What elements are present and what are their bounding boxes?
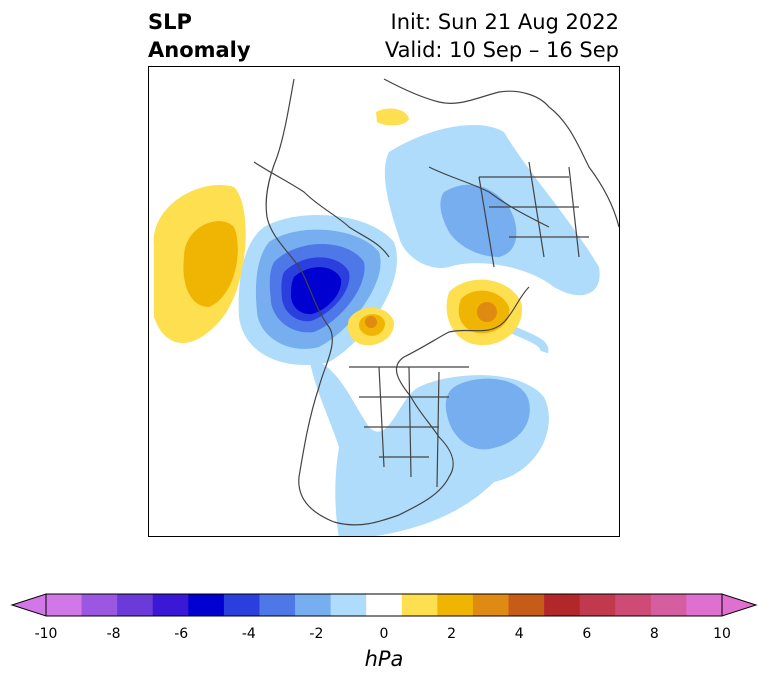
north-atlantic-low-anomaly xyxy=(384,124,600,354)
colorbar-tick-label: 0 xyxy=(379,626,389,642)
colorbar-cell xyxy=(472,594,510,616)
colorbar-tick-label: -10 xyxy=(34,626,58,642)
greenland-high-anomaly xyxy=(347,307,395,346)
map-title: SLP Anomaly xyxy=(148,8,251,64)
colorbar-cell xyxy=(508,594,545,616)
colorbar-under-arrow xyxy=(10,593,47,617)
colorbar-cell xyxy=(152,594,189,616)
colorbar-cell xyxy=(437,594,474,616)
anomaly-map-svg xyxy=(153,78,619,536)
colorbar-cell xyxy=(46,594,83,616)
colorbar-cell xyxy=(223,594,260,616)
colorbar-cell xyxy=(650,594,687,616)
colorbar-cell xyxy=(117,594,154,616)
title-anomaly: Anomaly xyxy=(148,38,251,62)
init-date: Init: Sun 21 Aug 2022 xyxy=(390,10,619,34)
colorbar-cell xyxy=(259,594,296,616)
colorbar-tick-label: -8 xyxy=(106,626,121,642)
atlantic-low-anomaly xyxy=(309,357,549,536)
colorbar-unit: hPa xyxy=(364,647,404,671)
colorbar-cell xyxy=(544,594,581,616)
colorbar-cell xyxy=(366,594,403,616)
colorbar-cell xyxy=(579,594,616,616)
map-dates: Init: Sun 21 Aug 2022 Valid: 10 Sep – 16… xyxy=(385,8,619,64)
colorbar xyxy=(10,593,758,617)
colorbar-tick-label: 6 xyxy=(582,626,592,642)
pacific-high-anomaly xyxy=(153,185,246,344)
title-slp: SLP xyxy=(148,10,192,34)
colorbar-over-arrow xyxy=(721,593,758,617)
colorbar-tick-label: -6 xyxy=(174,626,189,642)
colorbar-tick-label: -2 xyxy=(309,626,324,642)
colorbar-tick-label: 8 xyxy=(649,626,659,642)
colorbar-cell xyxy=(295,594,332,616)
colorbar-frame xyxy=(45,593,723,617)
colorbar-tick-label: 10 xyxy=(713,626,731,642)
colorbar-cell xyxy=(401,594,438,616)
colorbar-cell xyxy=(188,594,225,616)
colorbar-cell xyxy=(615,594,652,616)
anomaly-map xyxy=(148,66,620,537)
coastlines xyxy=(253,78,619,526)
colorbar-tick-label: 2 xyxy=(447,626,457,642)
colorbar-cell xyxy=(330,594,367,616)
colorbar-tick-label: -4 xyxy=(241,626,256,642)
valid-range: Valid: 10 Sep – 16 Sep xyxy=(384,38,619,62)
colorbar-cell xyxy=(81,594,118,616)
siberia-high-anomaly xyxy=(376,108,522,346)
colorbar-cell xyxy=(686,594,723,616)
colorbar-tick-label: 4 xyxy=(514,626,524,642)
